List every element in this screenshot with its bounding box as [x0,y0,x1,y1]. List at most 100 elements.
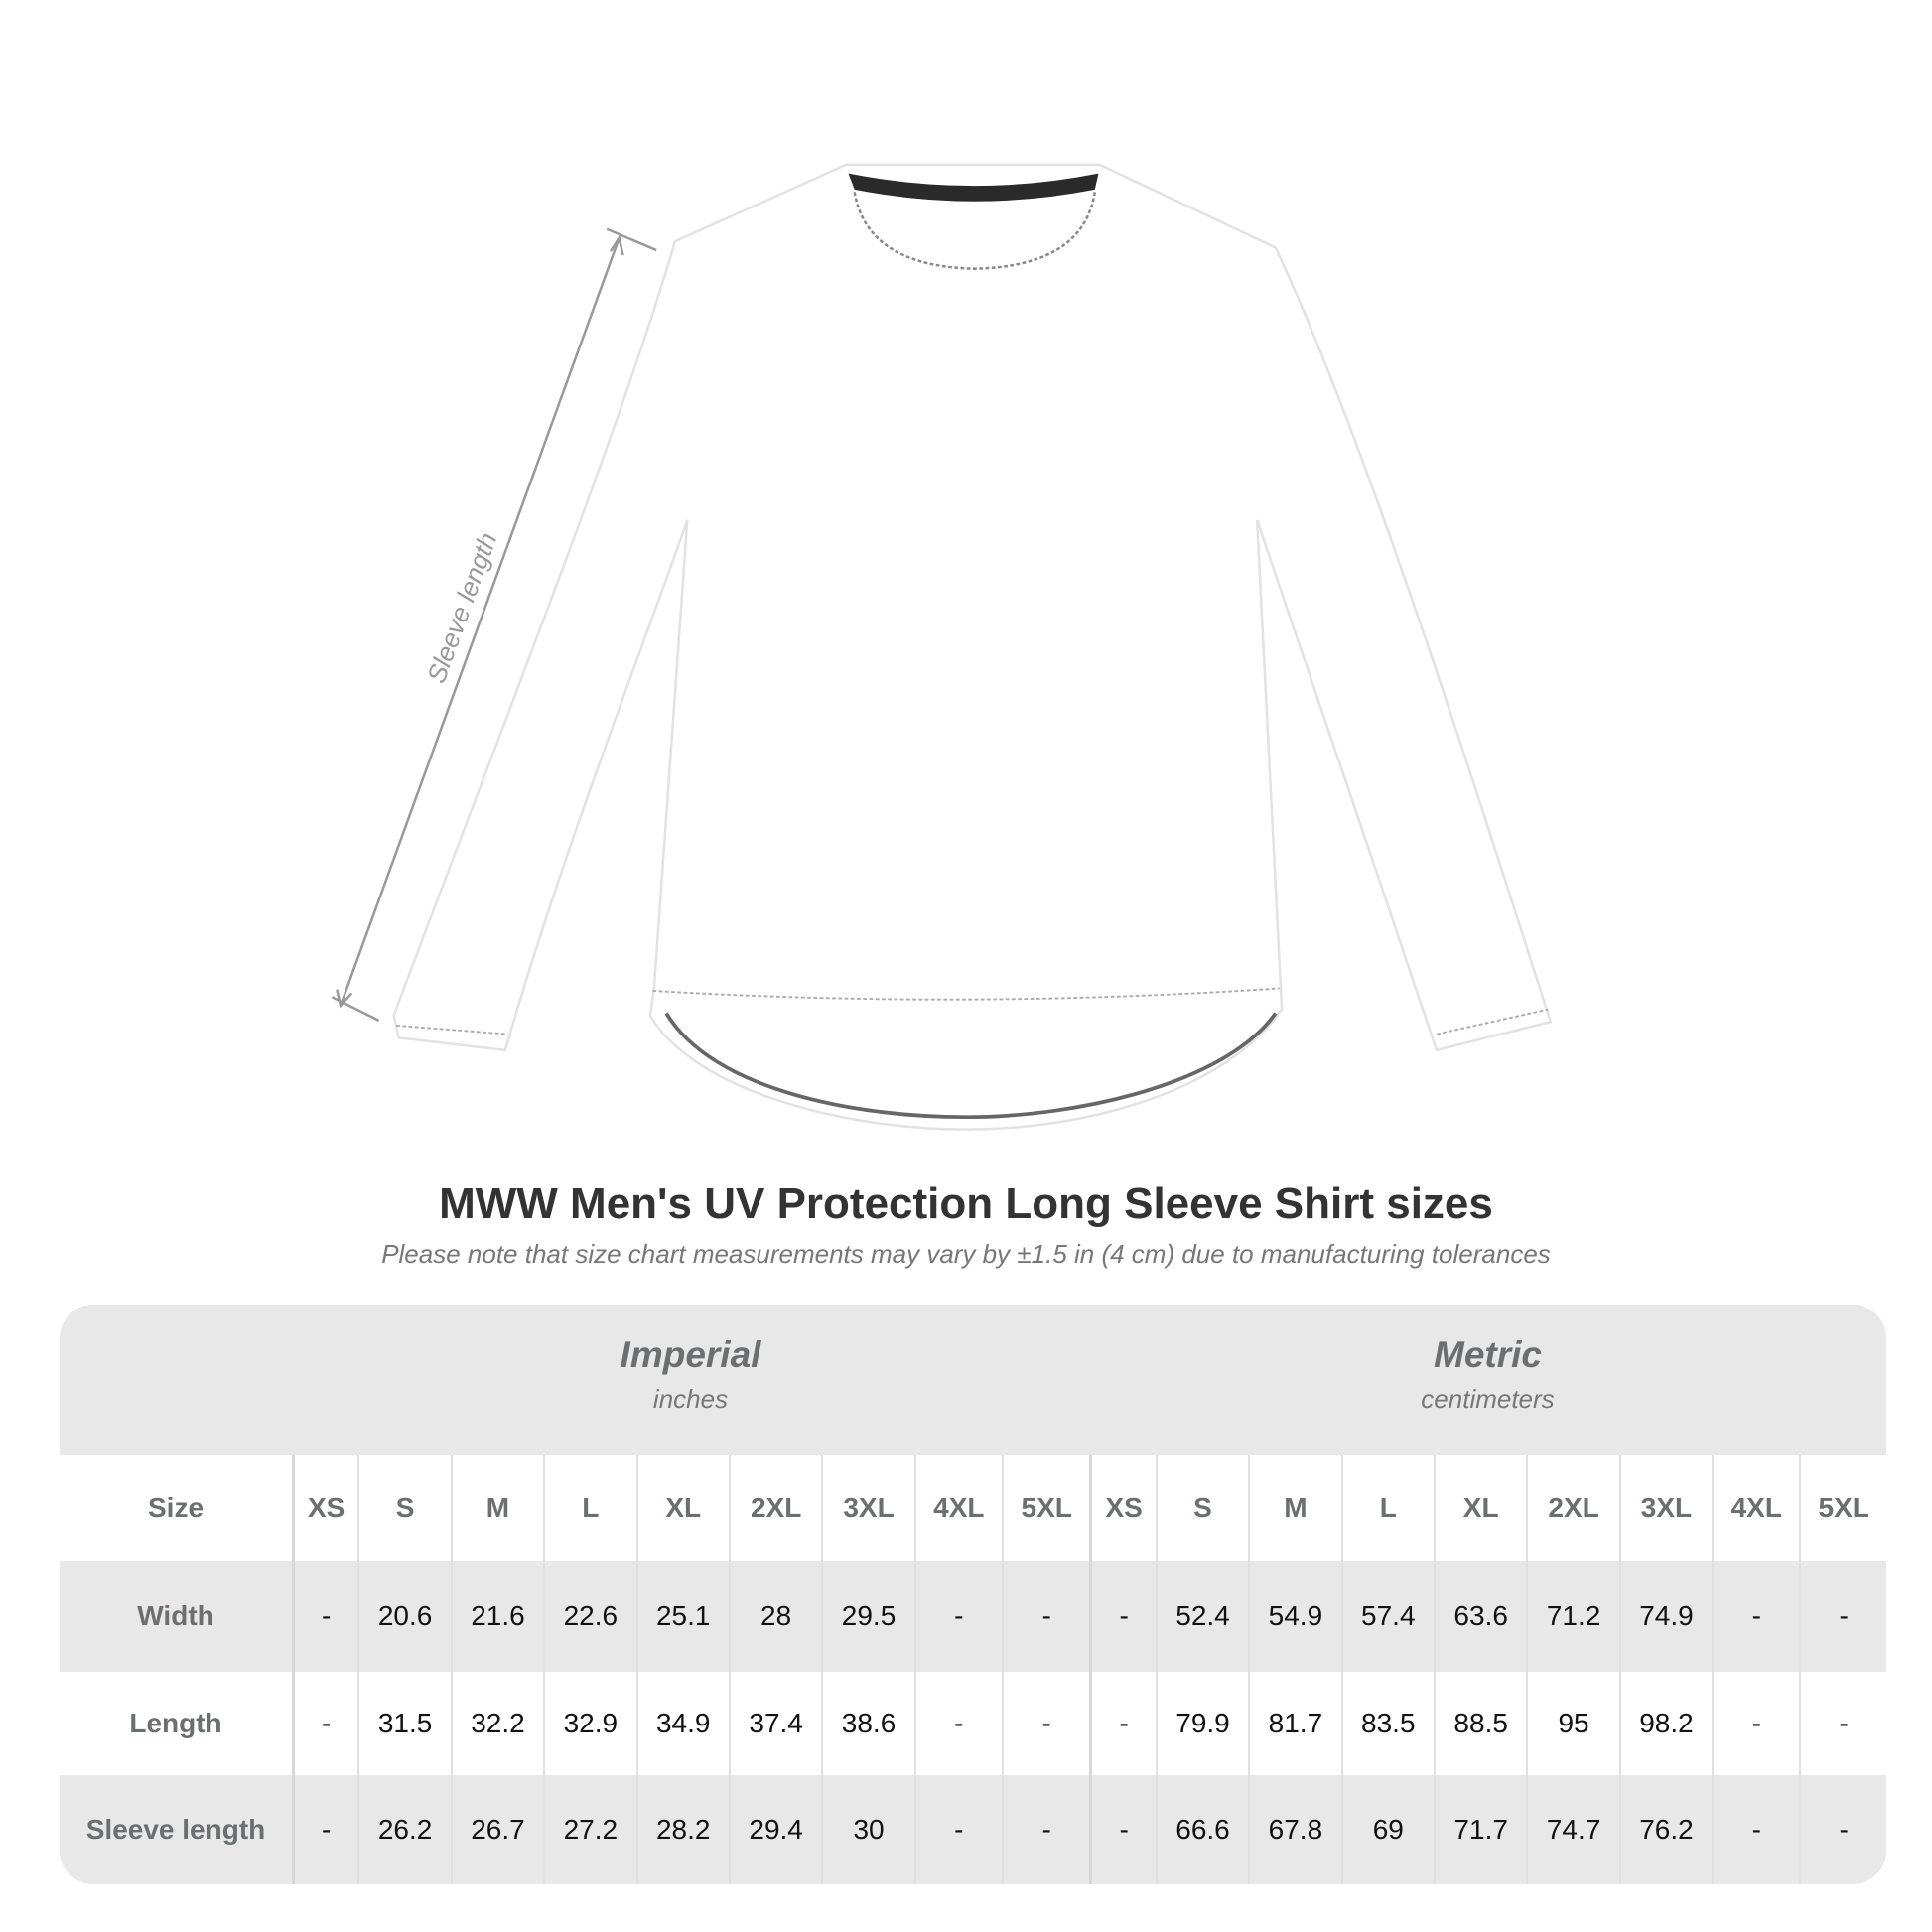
imperial-cell: 28.2 [635,1775,730,1884]
imperial-cell: 29.5 [821,1561,915,1672]
metric-cell: 66.6 [1155,1775,1250,1884]
collar [848,173,1099,202]
imperial-unit: inches [652,1384,729,1414]
imperial-size-header: M [450,1455,545,1561]
imperial-cell: - [1001,1672,1091,1775]
metric-cell: 98.2 [1618,1672,1714,1775]
hem-stitch [652,987,1280,1001]
metric-cell: - [1799,1775,1886,1884]
metric-cell: 71.2 [1526,1561,1620,1672]
hem-seam [664,1012,1278,1120]
metric-header: Metric centimeters [1089,1305,1886,1455]
shirt-body [392,163,1553,1131]
metric-size-header: 3XL [1618,1455,1714,1561]
imperial-size-header: 4XL [913,1455,1003,1561]
metric-cell: - [1799,1672,1886,1775]
imperial-title: Imperial [620,1334,761,1375]
imperial-cell: 26.7 [450,1775,545,1884]
metric-cell: 88.5 [1433,1672,1528,1775]
metric-cell: 52.4 [1155,1561,1250,1672]
size-grid: Size XS S M L XL 2XL 3XL 4XL 5XL XS S M L XL 2XL 3XL 4XL 5… [60,1455,1886,1884]
imperial-cell: 32.9 [543,1672,637,1775]
cuff-right-seam [1436,1008,1549,1035]
metric-cell: - [1712,1672,1801,1775]
metric-cell: - [1712,1775,1801,1884]
metric-cell: 74.7 [1526,1775,1620,1884]
imperial-size-header: 2XL [728,1455,823,1561]
imperial-cell: 29.4 [728,1775,823,1884]
imperial-cell: 31.5 [357,1672,452,1775]
metric-cell: - [1089,1775,1157,1884]
metric-cell: 71.7 [1433,1775,1528,1884]
row-label: Length [60,1672,295,1775]
imperial-cell: 26.2 [357,1775,452,1884]
metric-size-header: S [1155,1455,1250,1561]
metric-size-header: XS [1089,1455,1157,1561]
imperial-size-header: 5XL [1001,1455,1091,1561]
metric-cell: 76.2 [1618,1775,1714,1884]
neck-seam [853,192,1096,270]
imperial-cell: 30 [821,1775,915,1884]
imperial-size-header: XS [292,1455,359,1561]
imperial-size-header: 3XL [821,1455,915,1561]
imperial-cell: 34.9 [635,1672,730,1775]
metric-cell: 79.9 [1155,1672,1250,1775]
imperial-cell: 32.2 [450,1672,545,1775]
metric-cell: - [1712,1561,1801,1672]
tolerance-note: Please note that size chart measurements… [381,1239,1551,1269]
metric-cell: 69 [1340,1775,1435,1884]
metric-cell: 95 [1526,1672,1620,1775]
metric-cell: - [1089,1672,1157,1775]
imperial-cell: - [1001,1561,1091,1672]
sleeve-length-label: Sleeve length [421,528,502,686]
metric-cell: 63.6 [1433,1561,1528,1672]
imperial-cell: - [292,1561,359,1672]
size-label: Size [60,1455,295,1561]
table-row: Length -31.5 32.2 32.9 34.9 37.4 38.6- - -79.9 81… [60,1672,1886,1775]
metric-cell: 74.9 [1618,1561,1714,1672]
size-table: Imperial inches Metric centimeters Size X… [60,1305,1886,1884]
imperial-cell: 21.6 [450,1561,545,1672]
metric-cell: - [1089,1561,1157,1672]
imperial-header: Imperial inches [292,1305,1089,1455]
imperial-cell: - [292,1775,359,1884]
metric-size-header: L [1340,1455,1435,1561]
imperial-cell: 27.2 [543,1775,637,1884]
imperial-cell: - [913,1561,1003,1672]
imperial-size-header: XL [635,1455,730,1561]
imperial-cell: 20.6 [357,1561,452,1672]
metric-cell: 67.8 [1248,1775,1342,1884]
imperial-cell: 38.6 [821,1672,915,1775]
imperial-cell: 28 [728,1561,823,1672]
metric-size-header: 4XL [1712,1455,1801,1561]
metric-size-header: XL [1433,1455,1528,1561]
metric-unit: centimeters [1421,1384,1555,1414]
row-label: Width [60,1561,295,1672]
row-label: Sleeve length [60,1775,295,1884]
metric-cell: 83.5 [1340,1672,1435,1775]
metric-cell: - [1799,1561,1886,1672]
imperial-cell: - [913,1672,1003,1775]
page-title: MWW Men's UV Protection Long Sleeve Shir… [439,1179,1493,1228]
imperial-cell: - [292,1672,359,1775]
table-row: Width -20.6 21.6 22.6 25.1 28 29.5- - -52.4 54.9 5… [60,1561,1886,1672]
metric-title: Metric [1434,1334,1542,1375]
metric-cell: 81.7 [1248,1672,1342,1775]
table-row: Sleeve length -26.2 26.7 27.2 28.2 29.4 30- - -6… [60,1775,1886,1884]
sleeve-length-arrow [331,227,657,1023]
imperial-cell: - [1001,1775,1091,1884]
metric-size-header: 5XL [1799,1455,1886,1561]
imperial-size-header: L [543,1455,637,1561]
imperial-cell: 37.4 [728,1672,823,1775]
imperial-cell: 22.6 [543,1561,637,1672]
size-header-row: Size XS S M L XL 2XL 3XL 4XL 5XL XS S M L XL 2XL 3XL 4XL 5… [60,1455,1886,1561]
metric-cell: 54.9 [1248,1561,1342,1672]
metric-size-header: 2XL [1526,1455,1620,1561]
imperial-cell: 25.1 [635,1561,730,1672]
cuff-left-seam [396,1024,508,1035]
metric-size-header: M [1248,1455,1342,1561]
imperial-cell: - [913,1775,1003,1884]
metric-cell: 57.4 [1340,1561,1435,1672]
imperial-size-header: S [357,1455,452,1561]
